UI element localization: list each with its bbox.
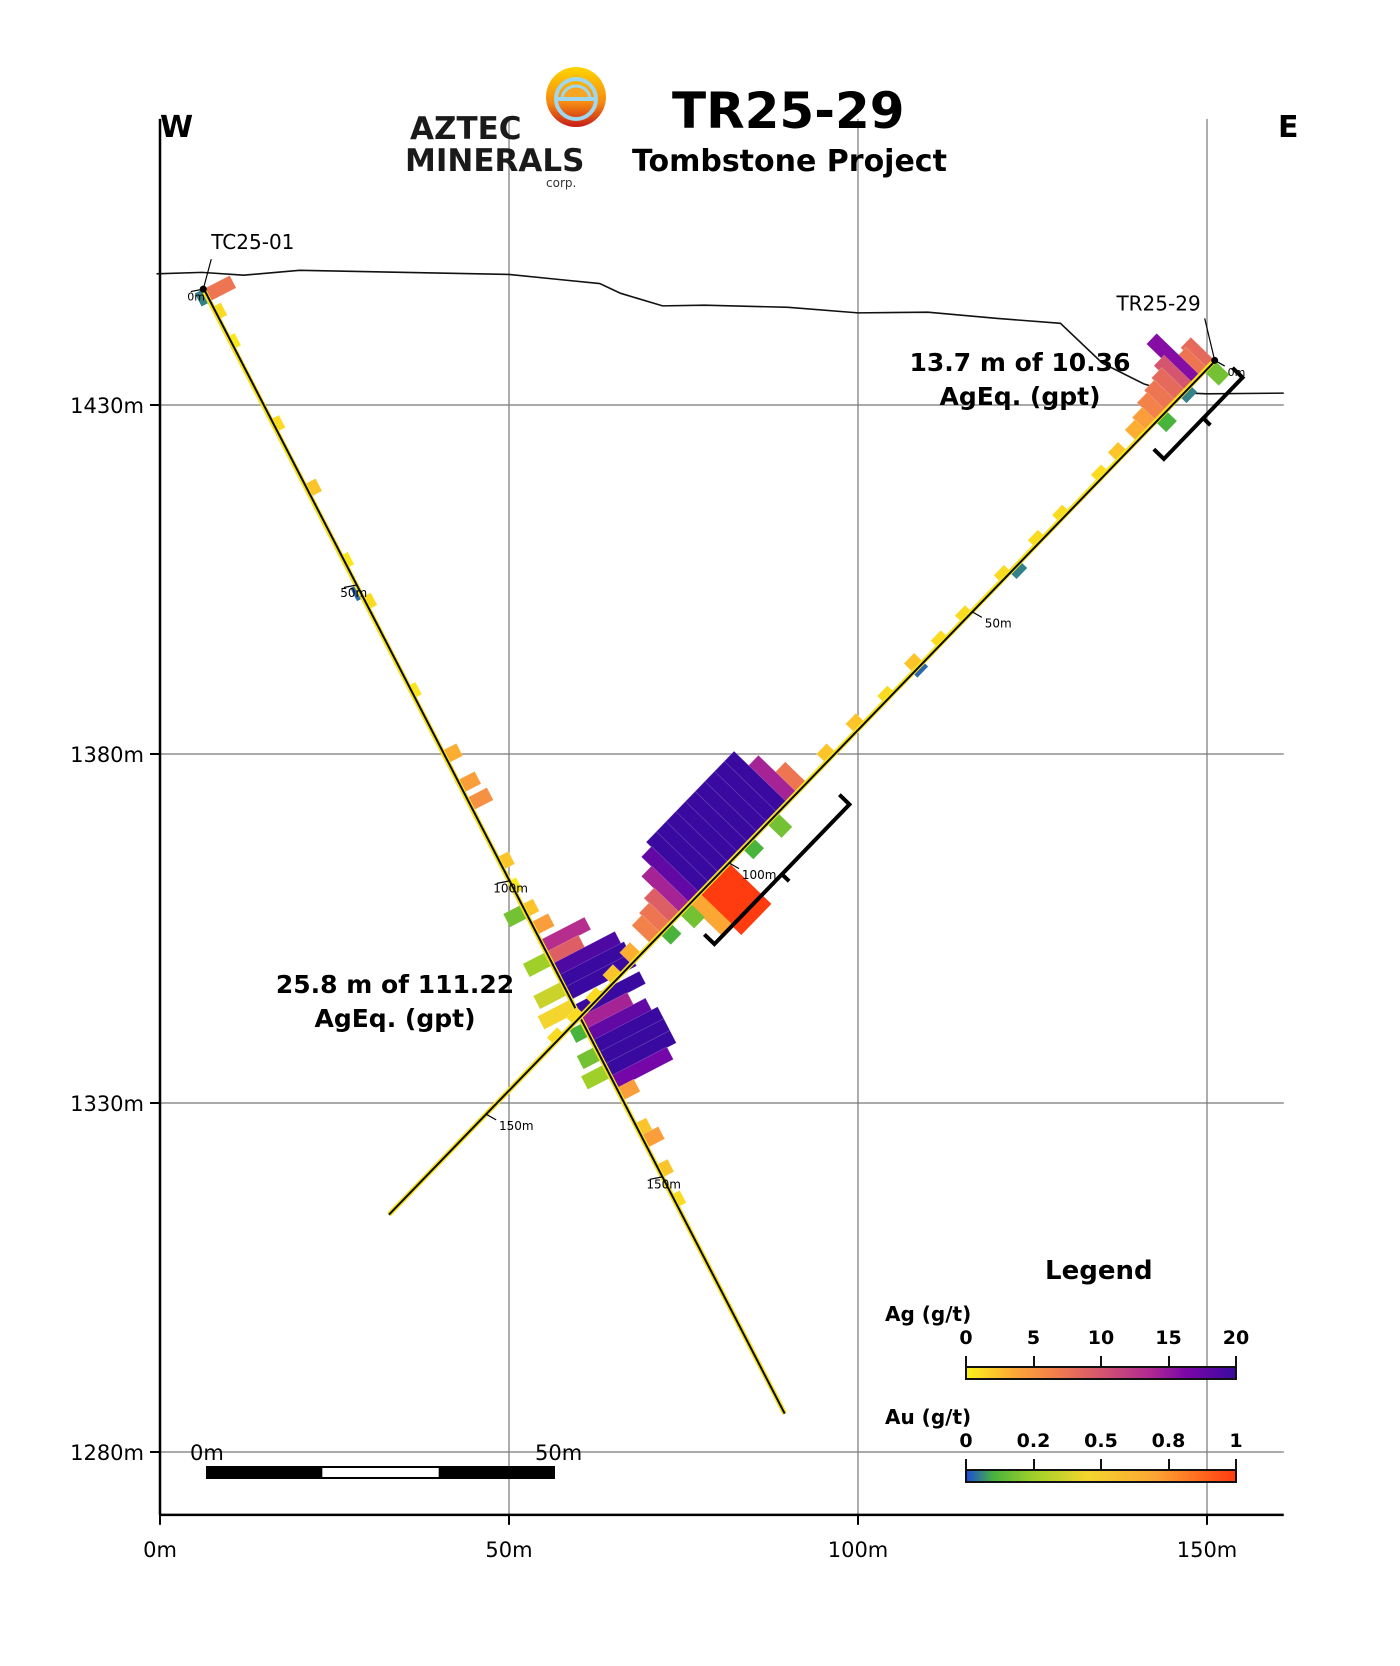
x-tick-label: 150m [1177, 1538, 1238, 1562]
au-assay-bar [718, 862, 772, 915]
direction-east-label: E [1278, 110, 1299, 145]
intercept-bracket-lower [702, 793, 853, 947]
legend-tick-mark [1235, 1356, 1237, 1370]
direction-west-label: W [160, 110, 194, 145]
aztec-logo-icon [545, 66, 607, 128]
depth-label: 50m [985, 617, 1012, 631]
hole-label-leader [1204, 318, 1216, 361]
depth-tick [485, 1113, 497, 1121]
intercept-bracket-pointer [780, 872, 791, 883]
hole-label-TC25-01: TC25-01 [210, 230, 294, 254]
au-assay-bar [522, 951, 553, 977]
drillhole-TC25-01 [190, 258, 787, 1415]
depth-tick [496, 880, 510, 884]
legend-tick-label: 0.8 [1151, 1430, 1186, 1452]
legend-tick-mark [1167, 1459, 1170, 1473]
legend-tick-label: 0 [959, 1327, 973, 1349]
depth-label: 100m [742, 868, 777, 882]
legend-tick-label: 20 [1222, 1327, 1250, 1349]
depth-tick [971, 611, 983, 618]
drillhole-trace [203, 288, 786, 1415]
depth-tick [728, 862, 740, 870]
intercept-bracket-pointer [1201, 416, 1212, 427]
legend-tick-label: 0 [959, 1430, 973, 1452]
x-tick-label: 0m [143, 1538, 177, 1562]
legend-tick-label: 10 [1087, 1327, 1115, 1349]
legend-tick-mark [1235, 1459, 1237, 1473]
scale-bar-end-label: 50m [535, 1441, 582, 1465]
legend-tick-mark [965, 1459, 967, 1473]
legend-tick-label: 5 [1026, 1327, 1041, 1349]
x-tick-label: 100m [828, 1538, 889, 1562]
au-assay-bar [537, 999, 578, 1030]
x-tick-label: 50m [485, 1538, 532, 1562]
legend-tick-label: 0.2 [1016, 1430, 1051, 1452]
au-assay-bar [533, 981, 569, 1010]
hole-label-leader [202, 258, 212, 290]
au-assay-bar [1155, 410, 1177, 433]
legend-tick-mark [1100, 1356, 1102, 1370]
legend-au-colorbar [965, 1469, 1237, 1483]
scale-bar-start-label: 0m [190, 1441, 224, 1465]
topography-line [156, 269, 1284, 395]
y-tick-label: 1430m [70, 394, 144, 418]
legend-tick-mark [1032, 1356, 1035, 1370]
au-assay-bar [698, 882, 752, 936]
au-assay-bar [1179, 385, 1198, 404]
intercept-upper-line2: AgEq. (gpt) [939, 382, 1101, 411]
legend-tick-mark [1100, 1459, 1102, 1473]
logo-text-aztec: AZTEC [410, 111, 522, 147]
legend-tick-mark [1032, 1459, 1035, 1473]
project-subtitle: Tombstone Project [632, 144, 947, 179]
hole-title: TR25-29 [672, 82, 905, 140]
au-assay-bar [659, 923, 682, 945]
legend-au-label: Au (g/t) [885, 1405, 972, 1429]
drillhole-trace [388, 359, 1217, 1216]
intercept-annotation-upper: 13.7 m of 10.36 AgEq. (gpt) [900, 346, 1140, 414]
depth-tick [1214, 359, 1226, 367]
depth-label: 50m [340, 586, 367, 600]
au-assay-bar [194, 289, 211, 307]
depth-tick [190, 288, 204, 293]
legend-tick-label: 1 [1229, 1430, 1243, 1452]
depth-label: 150m [499, 1119, 534, 1133]
depth-label: 100m [493, 882, 528, 896]
logo-text-corp: corp. [546, 176, 577, 190]
depth-tick [649, 1176, 663, 1180]
legend-tick-label: 15 [1155, 1327, 1182, 1349]
depth-tick [343, 584, 357, 589]
intercept-upper-line1: 13.7 m of 10.36 [909, 348, 1131, 377]
legend-tick-label: 0.5 [1084, 1430, 1118, 1452]
logo-text-minerals: MINERALS [405, 143, 585, 179]
y-tick-label: 1380m [70, 743, 144, 767]
intercept-lower-line1: 25.8 m of 111.22 [275, 970, 515, 999]
legend-tick-mark [965, 1356, 967, 1370]
legend-ag-label: Ag (g/t) [885, 1302, 972, 1326]
depth-label: 0m [187, 290, 205, 303]
y-tick-label: 1280m [70, 1441, 144, 1465]
intercept-bracket-upper [1152, 366, 1246, 462]
legend-tick-mark [1167, 1356, 1170, 1370]
hole-label-TR25-29: TR25-29 [1115, 291, 1200, 315]
legend-title: Legend [1045, 1256, 1153, 1286]
drillhole-TR25-29 [387, 318, 1230, 1217]
y-tick-label: 1330m [70, 1092, 144, 1116]
depth-label: 150m [646, 1178, 681, 1192]
intercept-lower-line2: AgEq. (gpt) [314, 1004, 476, 1033]
au-assay-bar [581, 1064, 611, 1090]
scale-bar-segment [322, 1468, 439, 1477]
au-assay-bar [912, 661, 929, 678]
au-assay-bar [689, 893, 735, 938]
au-assay-bar [1009, 561, 1028, 580]
au-assay-bar [708, 872, 762, 925]
intercept-annotation-lower: 25.8 m of 111.22 AgEq. (gpt) [270, 968, 520, 1036]
au-assay-bar [742, 837, 765, 860]
legend-ag-colorbar [965, 1366, 1237, 1380]
